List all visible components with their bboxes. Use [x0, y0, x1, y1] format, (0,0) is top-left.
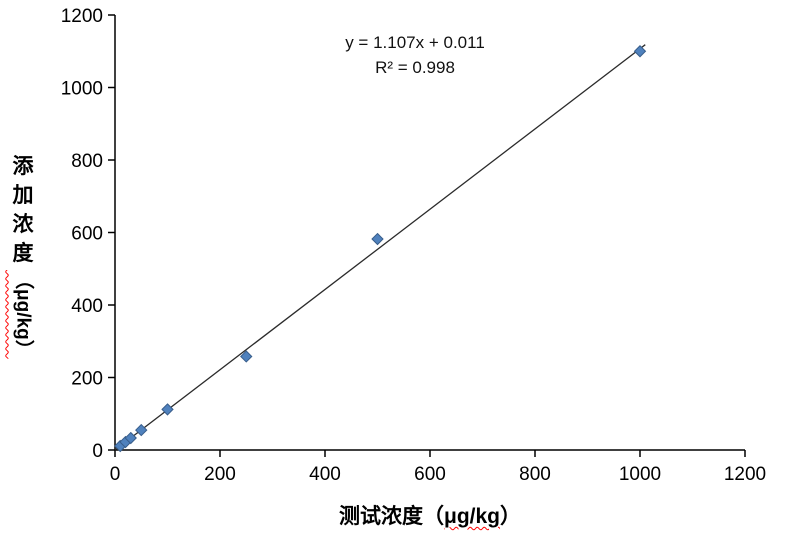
y-axis-title-char: 加 [12, 184, 34, 207]
data-point-marker [633, 45, 647, 58]
x-axis-title: 测试浓度（μg/kg） [115, 500, 745, 530]
trendline-equation-formula: y = 1.107x + 0.011 [345, 33, 485, 52]
y-axis-title-unit: （μg/kg） [12, 270, 34, 359]
data-point-marker [161, 403, 174, 416]
y-tick-label: 600 [71, 224, 103, 245]
trendline-equation-r-squared: R² = 0.998 [375, 58, 455, 77]
x-tick-label: 800 [519, 464, 551, 485]
data-point-marker [240, 350, 253, 363]
y-tick-label: 200 [71, 369, 103, 390]
x-tick-label: 400 [309, 464, 341, 485]
y-axis-title: 添 加 浓 度 （μg/kg） [6, 152, 40, 359]
y-tick-label: 0 [92, 441, 103, 462]
x-tick-label: 1000 [619, 464, 661, 485]
y-tick-label: 1200 [61, 6, 103, 27]
y-axis-title-char: 度 [12, 242, 34, 265]
trendline [114, 44, 646, 451]
x-axis-title-text: 测试浓度（ [338, 505, 444, 528]
x-tick-label: 200 [204, 464, 236, 485]
data-point-marker [135, 423, 148, 437]
x-axis-title-unit: μg/kg [443, 505, 501, 528]
y-axis-title-char: 添 [12, 155, 34, 178]
y-axis-title-char: 浓 [12, 213, 34, 236]
y-tick-label: 400 [71, 296, 103, 317]
x-tick-label: 1200 [724, 464, 766, 485]
data-point-marker [371, 232, 384, 246]
data-point-marker [124, 431, 137, 445]
x-axis-title-close-paren: ） [500, 505, 522, 528]
trendline-equation: y = 1.107x + 0.011 R² = 0.998 [290, 30, 540, 80]
x-tick-label: 600 [414, 464, 446, 485]
x-tick-label: 0 [110, 464, 121, 485]
y-tick-label: 800 [71, 151, 103, 172]
y-tick-label: 1000 [61, 79, 103, 100]
